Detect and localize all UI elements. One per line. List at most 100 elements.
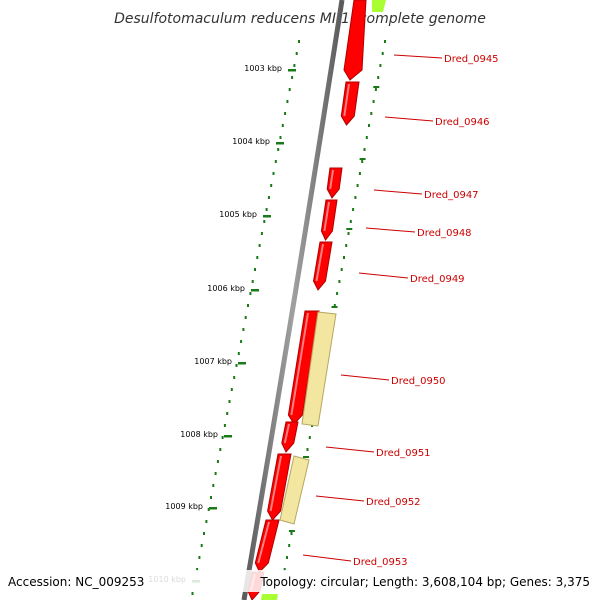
gene-label[interactable]: Dred_0948 <box>417 228 472 239</box>
outer-track-tick <box>373 86 380 88</box>
gene-label[interactable]: Dred_0950 <box>391 376 446 387</box>
scale-dot <box>226 412 229 415</box>
scale-dot <box>228 400 231 403</box>
gene-label-leader <box>325 446 375 453</box>
scale-tick-label: 1008 kbp <box>180 430 218 439</box>
gene-dred-0952[interactable] <box>267 453 292 521</box>
gene-highlight <box>257 521 270 564</box>
gene-highlight <box>283 423 290 444</box>
pseudogene-feature[interactable] <box>279 455 310 525</box>
outer-dot <box>361 160 364 163</box>
scale-tick-label: 1006 kbp <box>207 284 245 293</box>
gene-highlight <box>323 201 330 232</box>
outer-dot <box>377 76 380 79</box>
gene-label[interactable]: Dred_0952 <box>366 497 421 508</box>
outer-dot <box>347 232 350 235</box>
gene-highlight <box>290 312 309 416</box>
scale-dot <box>293 64 296 67</box>
gene-label[interactable]: Dred_0945 <box>444 54 499 65</box>
outer-dot <box>308 436 311 439</box>
scale-dot <box>263 220 266 223</box>
gene-highlight <box>315 243 324 282</box>
scale-dot <box>200 544 203 547</box>
scale-dot <box>191 592 194 595</box>
outer-dot <box>358 172 361 175</box>
outer-dot <box>384 40 386 43</box>
gene-dred-0951[interactable] <box>281 421 299 453</box>
outer-dot <box>336 292 339 295</box>
outer-track-tick <box>359 158 366 160</box>
gene-label[interactable]: Dred_0946 <box>435 117 490 128</box>
gene-label-leader <box>365 227 416 233</box>
scale-dot <box>196 568 199 571</box>
scale-dot <box>235 364 238 367</box>
scale-dot <box>247 304 249 307</box>
scale-tick-mark <box>238 362 246 365</box>
scale-track <box>191 40 300 595</box>
gene-dred-0949[interactable] <box>312 241 333 291</box>
accession-text: Accession: NC_009253 <box>8 575 144 589</box>
scale-tick-mark <box>209 507 217 510</box>
outer-track-tick <box>288 530 295 532</box>
outer-dot <box>368 124 370 127</box>
outer-dot <box>356 184 359 187</box>
gene-track <box>247 81 360 600</box>
gene-label-leader <box>358 272 409 279</box>
scale-dot <box>249 292 252 295</box>
scale-dot <box>284 112 287 115</box>
outer-dot <box>381 52 384 55</box>
gene-label[interactable]: Dred_0947 <box>424 190 479 201</box>
outer-track-tick <box>303 456 309 458</box>
pseudogene-feature[interactable] <box>301 311 337 427</box>
outer-dot <box>333 304 336 307</box>
scale-dot <box>230 388 233 391</box>
outer-dot <box>306 448 309 451</box>
gene-label-leader <box>384 116 434 122</box>
gene-label-leader <box>315 495 365 502</box>
gene-dred-0946[interactable] <box>340 81 360 126</box>
scale-dot <box>214 472 217 475</box>
scale-dot <box>295 52 298 55</box>
gene-segment-partial[interactable] <box>343 0 367 81</box>
scale-dot <box>210 496 212 499</box>
gene-highlight <box>343 83 350 117</box>
scale-tick-mark <box>263 215 271 218</box>
outer-dot <box>338 280 341 283</box>
outer-dot <box>363 148 366 151</box>
gene-dred-0953[interactable] <box>254 519 280 573</box>
scale-tick-mark <box>224 435 232 438</box>
outer-dot <box>290 532 293 535</box>
scale-dot <box>274 160 277 163</box>
genome-backbone <box>241 0 345 600</box>
outer-dot <box>372 100 375 103</box>
outer-dot <box>365 136 368 139</box>
gene-label[interactable]: Dred_0949 <box>410 274 465 285</box>
scale-dot <box>203 532 205 535</box>
scale-dot <box>258 244 261 247</box>
outer-dot <box>345 244 348 247</box>
outer-dot <box>343 256 345 259</box>
gene-dred-0947[interactable] <box>326 167 343 199</box>
footer-background <box>0 570 600 592</box>
genome-summary-text: Topology: circular; Length: 3,608,104 bp… <box>259 575 590 589</box>
scale-dot <box>288 88 291 91</box>
genome-title: Desulfotomaculum reducens MI-1, complete… <box>114 11 486 27</box>
gene-label-leader <box>393 54 443 59</box>
scale-dot <box>219 448 222 451</box>
scale-dot <box>207 508 210 511</box>
scale-dot <box>233 376 236 379</box>
gene-label[interactable]: Dred_0953 <box>353 557 408 568</box>
scale-dot <box>223 424 226 427</box>
scale-dot <box>240 340 243 343</box>
gene-label-leader <box>373 189 423 195</box>
gene-label[interactable]: Dred_0951 <box>376 448 431 459</box>
scale-dot <box>281 124 284 127</box>
gene-dred-0950-part[interactable] <box>287 310 320 425</box>
scale-dot <box>298 40 300 43</box>
scale-dot <box>205 520 208 523</box>
scale-dot <box>256 256 259 259</box>
scale-tick-label: 1005 kbp <box>219 210 257 219</box>
scale-dot <box>265 208 268 211</box>
scale-tick-label: 1009 kbp <box>165 502 203 511</box>
